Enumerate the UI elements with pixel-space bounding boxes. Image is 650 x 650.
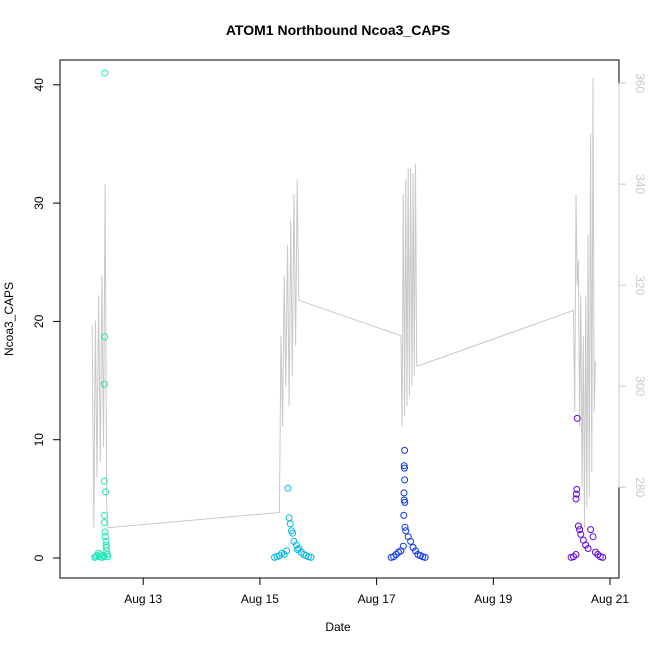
data-point xyxy=(102,543,110,551)
data-point xyxy=(573,485,581,493)
x-tick-label: Aug 21 xyxy=(591,592,629,606)
y-tick-label: 40 xyxy=(32,78,46,92)
data-point xyxy=(292,541,300,549)
data-point xyxy=(289,529,297,537)
y2-tick-label: 280 xyxy=(633,477,647,497)
data-point xyxy=(400,511,408,519)
data-point xyxy=(286,520,294,528)
data-point xyxy=(572,495,580,503)
data-point xyxy=(275,552,283,560)
data-point xyxy=(591,548,599,556)
y-tick-label: 10 xyxy=(32,433,46,447)
data-point xyxy=(392,551,400,558)
data-point xyxy=(407,537,415,545)
data-point xyxy=(101,333,109,341)
data-point xyxy=(100,519,108,526)
data-point xyxy=(401,446,409,454)
y-tick-label: 20 xyxy=(32,314,46,328)
data-point xyxy=(283,547,291,555)
data-point xyxy=(101,380,108,388)
data-point xyxy=(584,545,592,552)
data-point xyxy=(101,511,108,519)
data-point xyxy=(100,477,108,485)
y-axis-left: 0 10 20 30 40 xyxy=(32,78,61,561)
data-point xyxy=(102,541,110,549)
y-axis-right: 280 300 320 340 360 xyxy=(618,73,647,498)
data-point xyxy=(401,498,409,506)
data-point xyxy=(400,462,408,470)
data-point xyxy=(285,514,293,522)
data-point xyxy=(572,551,580,558)
data-point xyxy=(102,488,109,496)
data-point xyxy=(307,553,315,561)
x-tick-label: Aug 15 xyxy=(241,592,279,606)
y2-tick-label: 340 xyxy=(633,174,647,194)
data-point xyxy=(399,542,407,550)
x-tick-label: Aug 19 xyxy=(474,592,512,606)
data-point xyxy=(101,533,109,541)
data-point xyxy=(401,523,409,531)
data-point xyxy=(599,553,607,561)
x-tick-label: Aug 13 xyxy=(124,592,162,606)
y2-tick-label: 360 xyxy=(633,73,647,93)
x-axis: Aug 13 Aug 15 Aug 17 Aug 19 Aug 21 xyxy=(124,577,629,606)
chart-title: ATOM1 Northbound Ncoa3_CAPS xyxy=(226,22,450,38)
y-tick-label: 0 xyxy=(32,554,46,561)
y-axis-label: Ncoa3_CAPS xyxy=(2,282,16,356)
data-point xyxy=(574,522,582,530)
data-point xyxy=(400,464,408,472)
data-point xyxy=(412,547,419,555)
data-point xyxy=(577,530,585,538)
data-point xyxy=(99,552,107,560)
data-point xyxy=(400,489,408,497)
data-point xyxy=(576,526,584,534)
data-point xyxy=(401,476,409,484)
y-tick-label: 30 xyxy=(32,196,46,210)
data-point xyxy=(295,545,303,552)
y2-tick-label: 300 xyxy=(633,376,647,396)
data-point xyxy=(101,69,109,77)
data-point xyxy=(402,527,410,535)
data-point xyxy=(573,414,581,422)
data-point xyxy=(589,533,597,541)
x-axis-label: Date xyxy=(325,620,351,634)
data-point xyxy=(284,484,292,492)
right-axis-series xyxy=(91,78,596,529)
y2-tick-label: 320 xyxy=(633,275,647,295)
data-point xyxy=(582,541,590,549)
right-axis-line xyxy=(91,78,596,529)
data-point xyxy=(294,546,302,554)
x-tick-label: Aug 17 xyxy=(358,592,396,606)
data-point xyxy=(421,553,429,561)
data-point xyxy=(572,490,580,498)
plot-frame xyxy=(59,59,620,579)
data-point xyxy=(101,528,109,536)
data-points xyxy=(91,69,607,561)
data-point xyxy=(409,543,417,551)
data-point xyxy=(104,553,112,561)
data-point xyxy=(587,526,595,534)
